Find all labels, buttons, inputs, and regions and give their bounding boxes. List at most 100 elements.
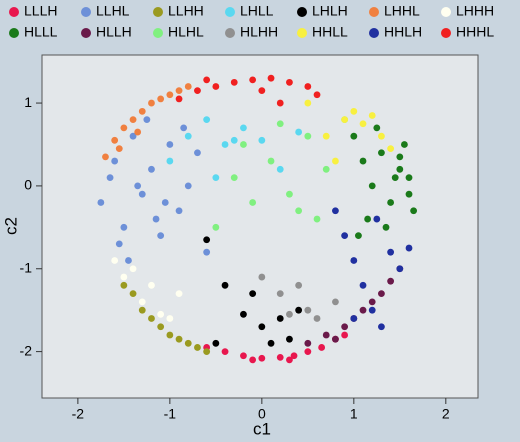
point [129, 116, 137, 124]
point [350, 107, 358, 115]
point [148, 315, 155, 322]
x-tick-label: -1 [164, 406, 177, 422]
y-tick-label: -2 [20, 342, 33, 358]
point [157, 323, 165, 331]
point [184, 182, 192, 190]
point [134, 128, 142, 136]
point [373, 124, 381, 132]
point [410, 207, 418, 215]
plot-area [41, 54, 479, 399]
point [267, 339, 275, 347]
point [368, 112, 376, 119]
point [152, 215, 160, 223]
point [180, 124, 188, 132]
point [396, 265, 404, 273]
point [295, 281, 303, 289]
point [368, 306, 376, 314]
point [304, 348, 312, 356]
legend-label: HLHL [168, 24, 204, 40]
point [184, 132, 192, 140]
point [276, 290, 284, 298]
legend-marker [9, 28, 19, 38]
point [221, 281, 229, 289]
point [318, 344, 326, 351]
point [258, 354, 266, 362]
point [157, 95, 165, 103]
point [286, 335, 293, 343]
x-tick-label: 0 [258, 406, 266, 422]
point [405, 190, 413, 198]
point [212, 83, 220, 90]
point [368, 298, 376, 306]
point [203, 348, 211, 356]
point [332, 335, 339, 343]
legend-marker [297, 28, 307, 38]
point [258, 273, 266, 281]
legend-marker [81, 28, 91, 38]
point [359, 120, 367, 128]
point [138, 190, 146, 198]
legend-label: HLLH [96, 24, 132, 40]
point [194, 344, 201, 351]
point [267, 74, 275, 82]
point [341, 116, 349, 124]
point [148, 281, 155, 289]
point [111, 257, 119, 264]
point [350, 132, 358, 140]
point [120, 273, 128, 281]
point [221, 348, 229, 356]
point [184, 339, 192, 347]
point [276, 315, 284, 322]
point [355, 232, 362, 240]
point [378, 132, 385, 140]
legend-label: HHLH [384, 24, 422, 40]
legend-marker [225, 7, 235, 17]
point [332, 157, 339, 165]
legend-marker [441, 7, 451, 17]
legend-marker [225, 28, 235, 38]
point [249, 290, 257, 298]
point [304, 306, 312, 314]
y-tick-label: 0 [24, 177, 32, 193]
point [322, 165, 330, 173]
point [387, 145, 395, 153]
point [378, 323, 385, 331]
point [212, 223, 220, 231]
point [230, 136, 238, 144]
point [304, 99, 312, 107]
point [249, 199, 257, 206]
legend-label: LHHL [384, 3, 420, 19]
legend-label: HLHH [240, 24, 278, 40]
legend-label: LHLL [240, 3, 274, 19]
point [322, 132, 330, 140]
point [313, 215, 321, 223]
x-tick-label: -2 [72, 406, 85, 422]
point [391, 174, 399, 182]
point [373, 215, 381, 223]
y-tick-label: -1 [20, 259, 33, 275]
point [267, 157, 275, 165]
point [148, 99, 155, 107]
point [194, 149, 201, 157]
legend-label: HLLL [24, 24, 58, 40]
x-tick-label: 2 [442, 406, 450, 422]
point [304, 339, 312, 347]
point [203, 248, 211, 256]
point [313, 315, 321, 322]
point [276, 165, 284, 173]
point [175, 335, 183, 343]
point [387, 277, 395, 285]
point [115, 240, 123, 248]
legend-label: LHLH [312, 3, 348, 19]
point [322, 331, 330, 339]
point [115, 145, 123, 153]
point [134, 182, 142, 190]
point [387, 248, 395, 256]
point [382, 223, 390, 231]
x-tick-label: 1 [350, 406, 358, 422]
point [359, 306, 367, 314]
point [230, 78, 238, 86]
legend-marker [369, 7, 379, 17]
point [405, 244, 413, 252]
